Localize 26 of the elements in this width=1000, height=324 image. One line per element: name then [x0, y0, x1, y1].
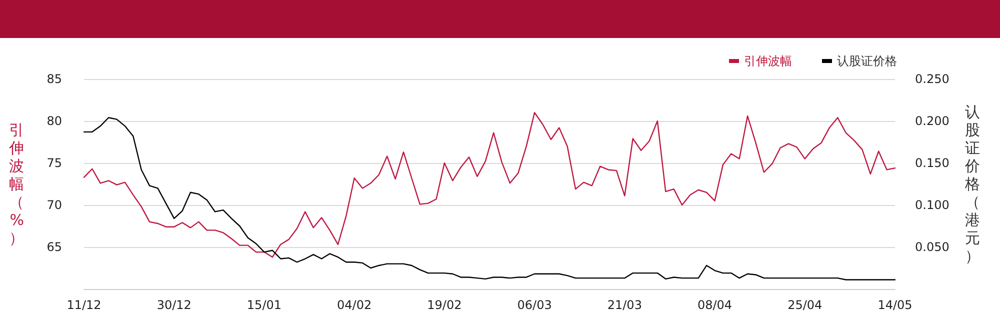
y-axis-title: 引伸波幅（%）: [8, 121, 24, 247]
legend-label: 认股证价格: [837, 54, 897, 68]
x-tick-label: 06/03: [517, 298, 552, 312]
text: 认股证价格（港元）: [965, 103, 980, 265]
y-tick-label: 70: [46, 198, 62, 212]
x-tick-label: 04/02: [337, 298, 372, 312]
line-series: [83, 112, 896, 258]
x-tick-label: 08/04: [697, 298, 732, 312]
x-tick-label: 15/01: [246, 298, 282, 312]
x-tick-label: 19/02: [427, 298, 462, 312]
y2-tick-label: 0.050: [915, 240, 950, 254]
x-tick-label: 30/12: [156, 298, 192, 312]
y-tick-label: 85: [46, 72, 62, 86]
x-tick-label: 14/05: [878, 298, 912, 312]
y2-tick-label: 0.200: [915, 114, 950, 128]
y2-tick-label: 0.150: [915, 156, 950, 170]
y-tick-label: 75: [46, 156, 62, 170]
line-series: [83, 117, 896, 280]
x-tick-label: 21/03: [607, 298, 642, 312]
y2-tick-label: 0.250: [915, 72, 950, 86]
x-tick-label: 25/04: [788, 298, 822, 312]
legend-label: 引伸波幅: [744, 54, 792, 68]
y2-tick-label: 0.100: [915, 198, 950, 212]
x-tick-label: 11/12: [66, 298, 102, 312]
y-tick-label: 80: [46, 114, 62, 128]
y-tick-label: 65: [46, 240, 62, 254]
